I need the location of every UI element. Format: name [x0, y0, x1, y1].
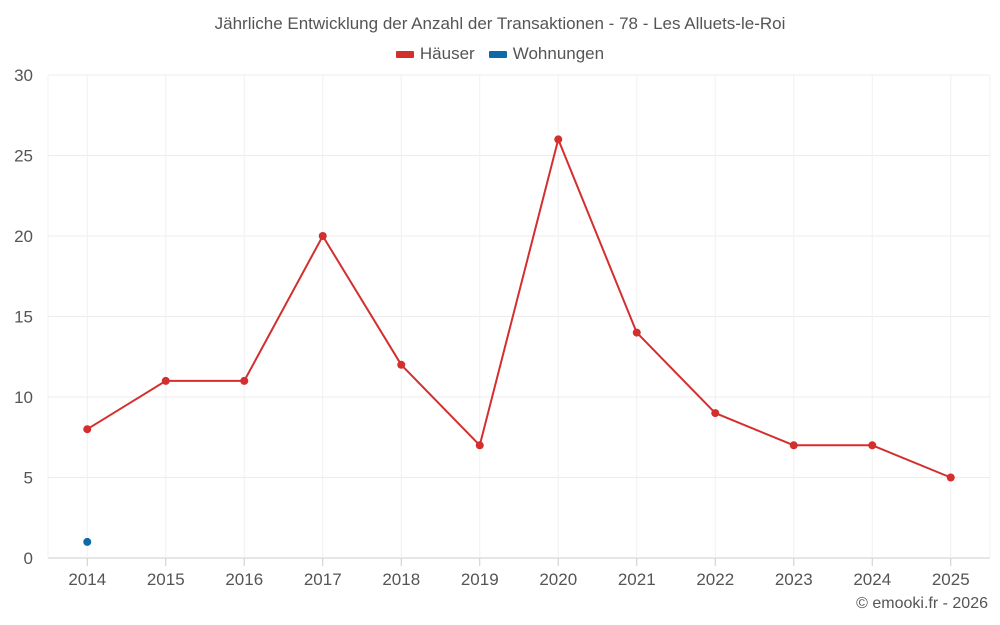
chart-title: Jährliche Entwicklung der Anzahl der Tra… — [214, 14, 786, 33]
y-tick-label: 5 — [24, 469, 33, 488]
x-tick-label: 2025 — [932, 570, 970, 589]
data-point — [475, 441, 484, 450]
y-tick-label: 15 — [14, 308, 33, 327]
data-point — [554, 135, 563, 144]
x-tick-label: 2015 — [147, 570, 185, 589]
data-point — [632, 328, 641, 337]
x-tick-label: 2023 — [775, 570, 813, 589]
legend: Häuser Wohnungen — [0, 44, 1000, 64]
x-tick-label: 2014 — [68, 570, 106, 589]
x-tick-label: 2017 — [304, 570, 342, 589]
y-tick-label: 0 — [24, 549, 33, 568]
x-tick-label: 2024 — [853, 570, 891, 589]
legend-label-wohnungen: Wohnungen — [512, 44, 605, 63]
y-tick-label: 30 — [14, 66, 33, 85]
x-tick-label: 2019 — [461, 570, 499, 589]
credit-text: © emooki.fr - 2026 — [856, 595, 988, 612]
data-point — [397, 360, 406, 369]
series-line-0 — [86, 138, 952, 479]
y-tick-label: 10 — [14, 388, 33, 407]
x-tick-label: 2016 — [225, 570, 263, 589]
x-tick-label: 2021 — [618, 570, 656, 589]
x-tick-label: 2022 — [696, 570, 734, 589]
data-point — [789, 441, 798, 450]
legend-swatch-wohnungen — [488, 50, 507, 58]
data-point — [318, 232, 327, 240]
data-point — [240, 376, 249, 385]
y-tick-label: 25 — [14, 147, 33, 166]
x-tick-label: 2020 — [539, 570, 577, 589]
legend-swatch-haeuser — [395, 50, 414, 58]
legend-item-haeuser[interactable]: Häuser — [395, 44, 475, 64]
legend-item-wohnungen[interactable]: Wohnungen — [488, 44, 605, 64]
data-point — [161, 376, 170, 385]
data-point — [868, 441, 877, 450]
legend-label-haeuser: Häuser — [419, 44, 475, 63]
data-point — [83, 425, 92, 434]
y-tick-label: 20 — [14, 227, 33, 246]
x-tick-label: 2018 — [382, 570, 420, 589]
data-point — [946, 473, 955, 482]
data-point — [83, 537, 92, 546]
data-point — [711, 409, 720, 418]
